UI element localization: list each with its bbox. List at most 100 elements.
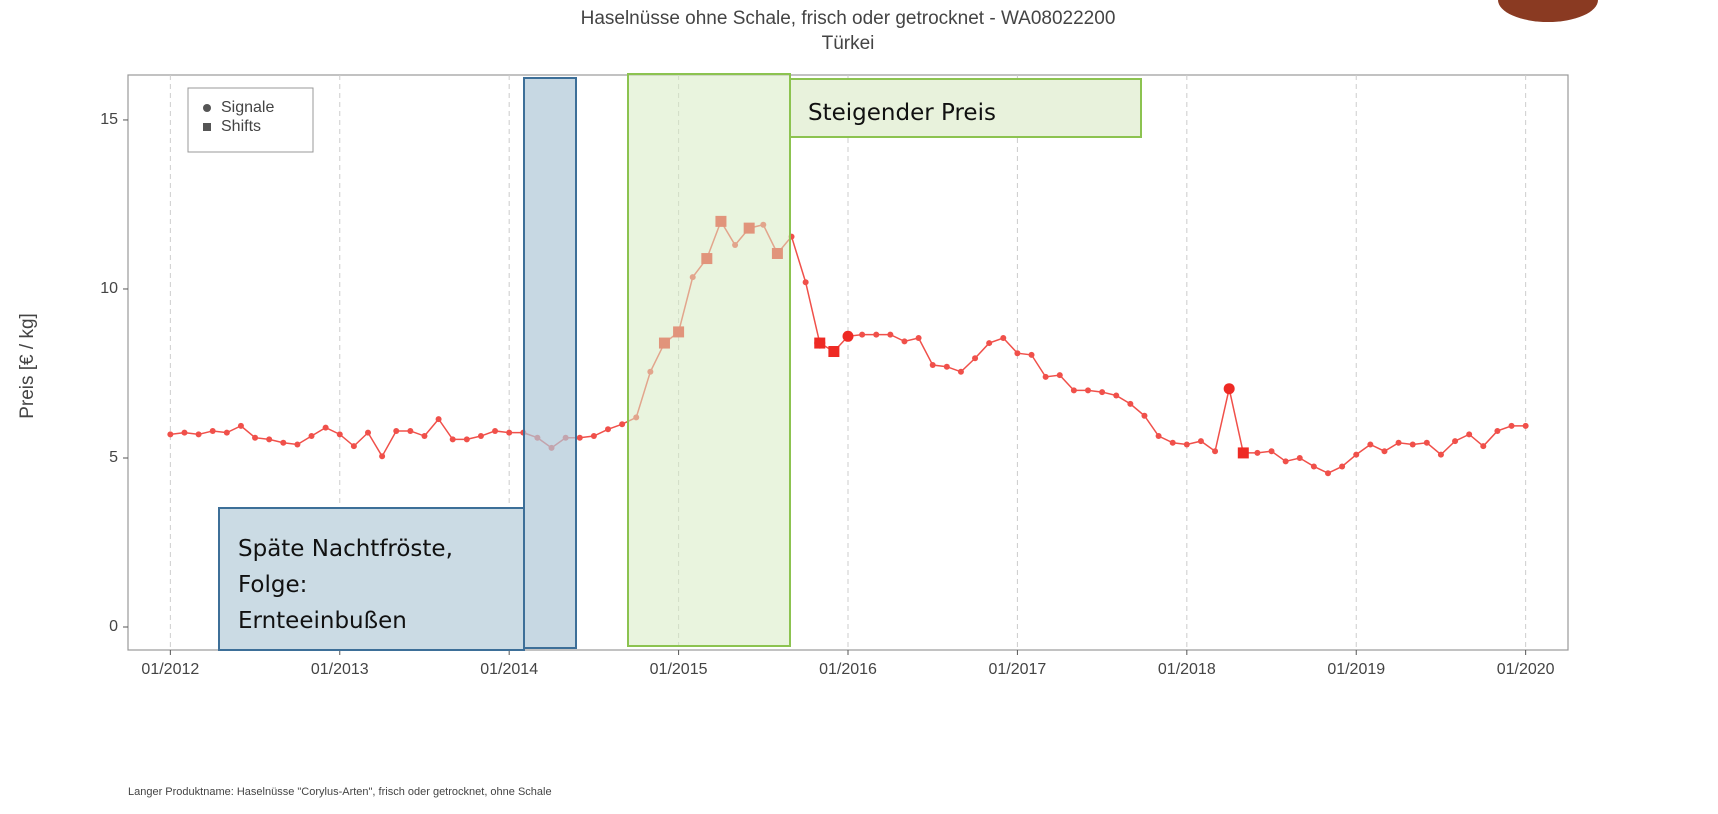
legend-marker — [203, 104, 211, 112]
annotation-text: Ernteeinbußen — [238, 608, 407, 634]
footnote: Langer Produktname: Haselnüsse "Corylus-… — [128, 786, 552, 798]
annotation-text: Folge: — [238, 572, 307, 598]
x-tick-label: 01/2018 — [1158, 661, 1216, 678]
data-point — [1000, 335, 1006, 341]
data-point — [901, 338, 907, 344]
data-point — [1127, 401, 1133, 407]
shift-marker — [1238, 447, 1249, 458]
data-point — [1424, 440, 1430, 446]
data-point — [1311, 463, 1317, 469]
data-point — [944, 364, 950, 370]
data-point — [379, 453, 385, 459]
page: {"chart_data": {"type": "line", "title":… — [0, 0, 1718, 814]
data-point — [1156, 433, 1162, 439]
data-point — [1269, 448, 1275, 454]
shift-marker — [814, 338, 825, 349]
data-point — [436, 416, 442, 422]
data-point — [619, 421, 625, 427]
annotation-text: Steigender Preis — [808, 100, 996, 126]
data-point — [294, 441, 300, 447]
decoration — [1498, 0, 1598, 22]
x-tick-label: 01/2013 — [311, 661, 369, 678]
legend-label: Shifts — [221, 118, 261, 135]
data-point — [605, 426, 611, 432]
signal-marker — [1224, 383, 1235, 394]
data-point — [972, 355, 978, 361]
legend-label: Signale — [221, 99, 274, 116]
data-point — [1325, 470, 1331, 476]
x-tick-label: 01/2016 — [819, 661, 877, 678]
data-point — [421, 433, 427, 439]
y-tick-label: 15 — [100, 111, 118, 128]
data-point — [1494, 428, 1500, 434]
data-point — [859, 332, 865, 338]
data-point — [365, 430, 371, 436]
shift-marker — [828, 346, 839, 357]
data-point — [1071, 387, 1077, 393]
x-tick-label: 01/2019 — [1327, 661, 1385, 678]
data-point — [1085, 387, 1091, 393]
data-point — [1014, 350, 1020, 356]
data-point — [464, 436, 470, 442]
annotation-text: Späte Nachtfröste, — [238, 536, 453, 562]
x-tick-label: 01/2017 — [988, 661, 1046, 678]
x-tick-label: 01/2015 — [650, 661, 708, 678]
data-point — [916, 335, 922, 341]
data-point — [1043, 374, 1049, 380]
data-point — [266, 436, 272, 442]
data-point — [1438, 452, 1444, 458]
x-tick-label: 01/2012 — [141, 661, 199, 678]
data-point — [280, 440, 286, 446]
data-point — [450, 436, 456, 442]
data-point — [1410, 441, 1416, 447]
data-point — [407, 428, 413, 434]
y-axis-label: Preis [€ / kg] — [17, 313, 38, 419]
data-point — [986, 340, 992, 346]
data-point — [1396, 440, 1402, 446]
data-point — [1254, 450, 1260, 456]
data-point — [309, 433, 315, 439]
data-point — [1339, 463, 1345, 469]
data-point — [1480, 443, 1486, 449]
data-point — [1523, 423, 1529, 429]
data-point — [1184, 441, 1190, 447]
legend-marker — [203, 123, 211, 131]
data-point — [1381, 448, 1387, 454]
data-point — [393, 428, 399, 434]
data-point — [803, 279, 809, 285]
data-point — [478, 433, 484, 439]
data-point — [167, 431, 173, 437]
data-point — [577, 435, 583, 441]
y-tick-label: 0 — [109, 618, 118, 635]
x-tick-label: 01/2020 — [1497, 661, 1555, 678]
data-point — [1170, 440, 1176, 446]
data-point — [1141, 413, 1147, 419]
data-point — [196, 431, 202, 437]
y-tick-label: 5 — [109, 449, 118, 466]
chart-subtitle: Türkei — [822, 33, 875, 54]
x-tick-label: 01/2014 — [480, 661, 538, 678]
data-point — [1198, 438, 1204, 444]
data-point — [506, 430, 512, 436]
data-point — [1509, 423, 1515, 429]
data-point — [887, 332, 893, 338]
data-point — [930, 362, 936, 368]
data-point — [1029, 352, 1035, 358]
data-point — [1113, 392, 1119, 398]
rising-period — [628, 74, 790, 646]
chart: Haselnüsse ohne Schale, frisch oder getr… — [0, 0, 1718, 814]
data-point — [958, 369, 964, 375]
data-point — [1057, 372, 1063, 378]
data-point — [1099, 389, 1105, 395]
data-point — [210, 428, 216, 434]
data-point — [1283, 458, 1289, 464]
data-point — [873, 332, 879, 338]
data-point — [1452, 438, 1458, 444]
data-point — [323, 425, 329, 431]
data-point — [1466, 431, 1472, 437]
frost-period — [524, 78, 576, 648]
chart-title: Haselnüsse ohne Schale, frisch oder getr… — [581, 8, 1116, 29]
data-point — [1367, 441, 1373, 447]
data-point — [252, 435, 258, 441]
signal-marker — [843, 331, 854, 342]
